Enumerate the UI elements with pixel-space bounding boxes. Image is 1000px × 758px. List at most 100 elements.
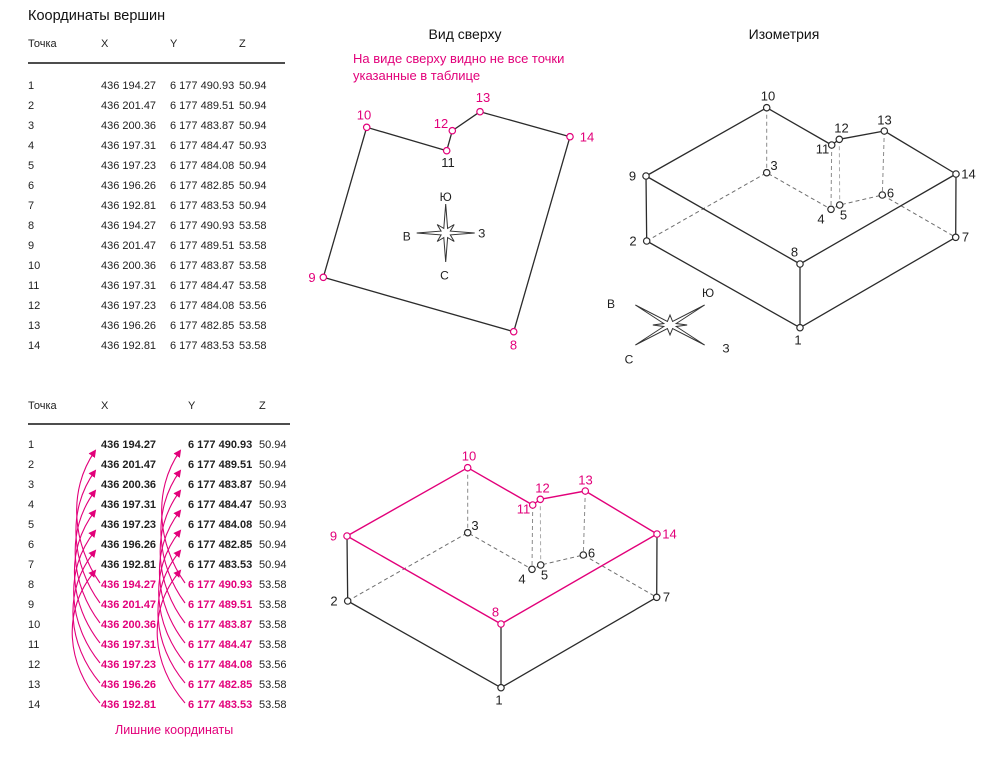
cell-y: 6 177 482.85	[170, 179, 235, 192]
vertex-dot-12	[448, 126, 457, 135]
vertex-label-2: 2	[629, 234, 636, 249]
compass-label-east: В	[403, 230, 411, 244]
vertex-label-2: 2	[330, 594, 337, 609]
hidden-vertical-edges	[766, 107, 885, 210]
cell-point: 11	[28, 279, 40, 292]
table-row: 14 436 192.81 6 177 483.53 53.58	[28, 336, 285, 356]
vertex-label-5: 5	[840, 208, 847, 223]
compass-label-south: Ю	[440, 190, 452, 204]
compass-label-north: С	[440, 269, 449, 283]
cell-y: 6 177 489.51	[188, 459, 253, 471]
table-row: 10 436 200.36 6 177 483.87 53.58	[28, 615, 305, 635]
table-row: 14 436 192.81 6 177 483.53 53.58	[28, 695, 305, 715]
table-row: 12 436 197.23 6 177 484.08 53.56	[28, 296, 285, 316]
col-header-x: X	[101, 400, 109, 412]
compass-label-south: Ю	[702, 286, 714, 300]
vertex-dot-8	[509, 327, 518, 336]
vertex-label-11: 11	[441, 155, 455, 170]
cell-x: 436 201.47	[101, 99, 157, 112]
cell-z: 50.93	[239, 139, 267, 152]
compass-star	[601, 285, 740, 365]
table-row: 2 436 201.47 6 177 489.51 50.94	[28, 455, 305, 475]
vertex-dot-1	[497, 683, 505, 692]
cell-z: 53.56	[239, 299, 267, 312]
vertex-label-11: 11	[517, 502, 531, 517]
cell-x: 436 201.47	[101, 459, 157, 471]
table-row: 8 436 194.27 6 177 490.93 53.58	[28, 575, 305, 595]
vertex-label-4: 4	[518, 572, 525, 587]
top-view-note: На виде сверху видно не все точки указан…	[353, 50, 564, 84]
cell-x: 436 197.31	[101, 639, 157, 651]
cell-y: 6 177 484.08	[188, 519, 253, 531]
cell-y: 6 177 489.51	[188, 599, 253, 611]
vertex-label-10: 10	[761, 89, 775, 104]
vertex-label-1: 1	[794, 333, 801, 348]
vertex-label-8: 8	[492, 605, 499, 620]
cell-point: 6	[28, 179, 35, 192]
cell-y: 6 177 483.53	[188, 559, 253, 571]
cell-z: 53.58	[259, 579, 287, 591]
vertex-label-13: 13	[877, 113, 891, 128]
table-row: 7 436 192.81 6 177 483.53 50.94	[28, 555, 305, 575]
table-row: 2 436 201.47 6 177 489.51 50.94	[28, 96, 285, 116]
cell-y: 6 177 482.85	[188, 679, 253, 691]
cell-x: 436 194.27	[101, 219, 157, 232]
vertex-label-5: 5	[541, 568, 548, 583]
cell-z: 50.94	[259, 479, 287, 491]
compass-label-west: З	[722, 342, 729, 356]
vertex-dot-5	[536, 561, 545, 569]
hidden-bottom-edges	[347, 532, 657, 602]
bottom-front-edges	[646, 236, 957, 329]
table1-title: Координаты вершин	[28, 8, 166, 24]
cell-x: 436 192.81	[101, 199, 157, 212]
cell-point: 14	[28, 339, 41, 352]
vertex-dot-4	[528, 565, 536, 574]
vertex-dot-7	[652, 593, 661, 602]
cell-z: 53.58	[239, 219, 267, 232]
cell-y: 6 177 483.53	[170, 199, 235, 212]
vertex-dot-3	[762, 168, 771, 177]
table-row: 6 436 196.26 6 177 482.85 50.94	[28, 535, 305, 555]
vertex-label-8: 8	[791, 245, 798, 260]
cell-x: 436 194.27	[101, 79, 157, 92]
cell-y: 6 177 483.87	[188, 619, 253, 631]
table-row: 5 436 197.23 6 177 484.08 50.94	[28, 156, 285, 176]
vertex-label-7: 7	[962, 230, 969, 245]
cell-x: 436 201.47	[101, 599, 157, 611]
vertex-label-10: 10	[462, 449, 476, 464]
cell-y: 6 177 483.87	[170, 119, 235, 132]
table-row: 1 436 194.27 6 177 490.93 50.94	[28, 435, 305, 455]
vertex-label-9: 9	[308, 270, 315, 285]
vertex-dot-6	[878, 191, 887, 199]
vertex-label-13: 13	[476, 90, 490, 105]
vertex-dot-10	[463, 463, 472, 472]
vertex-dot-11	[528, 501, 537, 509]
table-row: 4 436 197.31 6 177 484.47 50.93	[28, 495, 305, 515]
cell-z: 50.93	[259, 499, 287, 511]
vertex-label-14: 14	[580, 130, 594, 145]
header-rule	[28, 62, 285, 64]
cell-point: 9	[28, 239, 35, 252]
vertex-label-6: 6	[588, 546, 595, 561]
table1: Координаты вершин Точка X Y Z 1 436 194.…	[28, 8, 285, 356]
cell-z: 53.58	[259, 599, 287, 611]
cell-z: 50.94	[259, 539, 287, 551]
cell-y: 6 177 490.93	[188, 579, 253, 591]
note-line-2: указанные в таблице	[353, 68, 481, 83]
cell-y: 6 177 484.08	[170, 299, 235, 312]
table-row: 9 436 201.47 6 177 489.51 53.58	[28, 236, 285, 256]
col-header-x: X	[101, 38, 109, 50]
cell-z: 53.58	[239, 259, 267, 272]
cell-z: 50.94	[239, 199, 267, 212]
vertex-dot-12	[536, 495, 545, 504]
cell-point: 4	[28, 139, 35, 152]
compass-label-east: В	[607, 297, 615, 311]
cell-y: 6 177 482.85	[188, 539, 253, 551]
vertex-label-7: 7	[663, 590, 670, 605]
cell-y: 6 177 483.87	[170, 259, 235, 272]
cell-point: 4	[28, 499, 35, 511]
cell-z: 53.58	[239, 239, 267, 252]
col-header-y: Y	[188, 400, 196, 412]
